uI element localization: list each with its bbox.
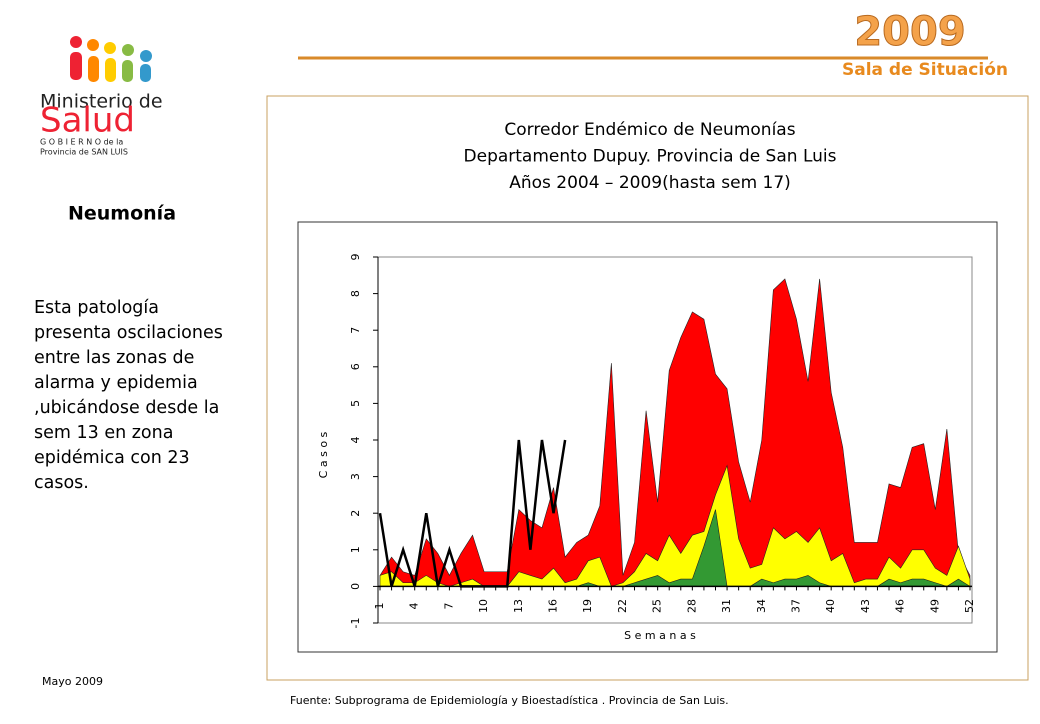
y-tick-label: 6 — [349, 363, 362, 370]
sidebar-text-box: Esta patología presenta oscilaciones ent… — [34, 298, 223, 493]
y-tick-label: 4 — [349, 437, 362, 444]
y-tick-label: 7 — [349, 327, 362, 334]
year: 2009 — [854, 9, 965, 55]
logo-name: Salud — [40, 101, 135, 141]
x-tick-label: 28 — [685, 599, 698, 613]
x-tick-label: 1 — [373, 603, 386, 610]
logo-line: Ministerio de — [40, 91, 163, 113]
chart-title: Departamento Dupuy. Provincia de San Lui… — [464, 147, 837, 167]
x-tick-label: 49 — [928, 599, 941, 613]
x-tick-label: 25 — [651, 599, 664, 613]
zone-area — [379, 278, 971, 587]
x-tick-label: 4 — [408, 603, 421, 610]
date: Mayo 2009 — [42, 675, 103, 688]
x-tick-label: 31 — [720, 599, 733, 613]
logo-figures — [70, 36, 152, 82]
y-tick-label: 5 — [349, 400, 362, 407]
x-tick-label: 19 — [581, 599, 594, 613]
logo-line: Provincia de SAN LUIS — [40, 148, 128, 157]
y-tick-label: -1 — [349, 618, 362, 629]
x-tick-label: 16 — [547, 599, 560, 613]
y-tick-label: 0 — [349, 583, 362, 590]
sidebar-heading: Neumonía — [68, 203, 176, 225]
header-subtitle: Sala de Situación — [842, 60, 1008, 80]
x-tick-label: 46 — [894, 599, 907, 613]
x-tick-label: 43 — [859, 599, 872, 613]
x-tick-label: 10 — [477, 599, 490, 613]
x-tick-label: 22 — [616, 599, 629, 613]
x-tick-label: 40 — [824, 599, 837, 613]
y-axis-label: C a s o s — [317, 431, 330, 478]
chart-title: Años 2004 – 2009(hasta sem 17) — [509, 173, 791, 193]
y-tick-label: 3 — [349, 473, 362, 480]
chart-frame — [266, 95, 1029, 681]
footer: Fuente: Subprograma de Epidemiología y B… — [290, 694, 729, 707]
x-tick-label: 7 — [442, 603, 455, 610]
zone-area — [379, 464, 971, 587]
y-tick-label: 9 — [349, 254, 362, 261]
x-tick-label: 34 — [755, 599, 768, 613]
x-tick-label: 37 — [789, 599, 802, 613]
logo-line: G O B I E R N O de la — [40, 138, 123, 147]
x-tick-label: 13 — [512, 599, 525, 613]
x-axis-label: S e m a n a s — [624, 629, 696, 642]
y-tick-label: 8 — [349, 290, 362, 297]
x-tick-label: 52 — [963, 599, 976, 613]
sidebar-text: Esta patología presenta oscilaciones ent… — [34, 298, 223, 493]
y-tick-label: 1 — [349, 546, 362, 553]
y-tick-label: 2 — [349, 510, 362, 517]
chart-title: Corredor Endémico de Neumonías — [504, 120, 795, 140]
